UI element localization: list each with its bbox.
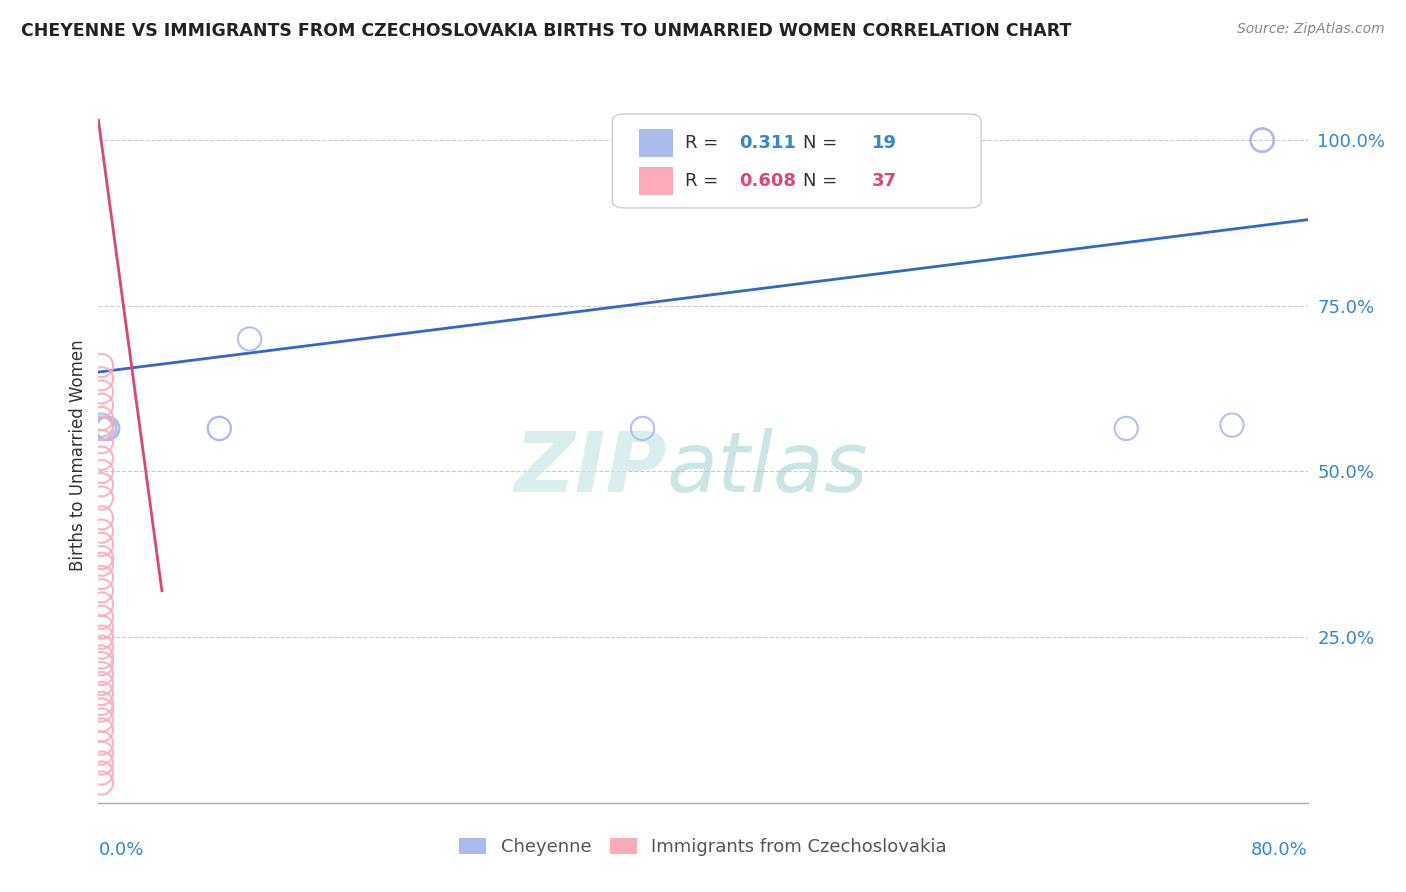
Point (90, 703, 112, 717)
Point (90, 384, 112, 399)
Text: N =: N = (803, 135, 844, 153)
FancyBboxPatch shape (638, 129, 672, 157)
Point (96, 421, 118, 435)
Point (1115, 421, 1137, 435)
Text: ZIP: ZIP (515, 428, 666, 509)
Point (208, 421, 231, 435)
Point (90, 465, 112, 479)
Point (1251, 133, 1274, 147)
Point (90, 491, 112, 505)
Point (90, 583, 112, 598)
Text: R =: R = (685, 135, 724, 153)
Point (96, 421, 118, 435)
Point (90, 421, 112, 435)
Text: 0.311: 0.311 (740, 135, 796, 153)
Point (239, 332, 262, 346)
Point (90, 756, 112, 770)
Text: atlas: atlas (666, 428, 869, 509)
Point (90, 411, 112, 425)
Point (90, 434, 112, 449)
Point (90, 610, 112, 624)
Text: R =: R = (685, 172, 724, 190)
Text: CHEYENNE VS IMMIGRANTS FROM CZECHOSLOVAKIA BIRTHS TO UNMARRIED WOMEN CORRELATION: CHEYENNE VS IMMIGRANTS FROM CZECHOSLOVAK… (21, 22, 1071, 40)
FancyBboxPatch shape (638, 167, 672, 194)
Point (90, 686, 112, 700)
Y-axis label: Births to Unmarried Women: Births to Unmarried Women (69, 339, 87, 571)
Text: Source: ZipAtlas.com: Source: ZipAtlas.com (1237, 22, 1385, 37)
Point (1251, 133, 1274, 147)
Point (90, 421, 112, 435)
Point (90, 372, 112, 386)
Point (90, 597, 112, 611)
Point (90, 418, 112, 433)
Point (208, 421, 231, 435)
Point (90, 451, 112, 466)
Point (1251, 133, 1274, 147)
Text: 0.0%: 0.0% (98, 841, 143, 859)
Point (90, 511, 112, 525)
Point (90, 666, 112, 681)
Point (90, 477, 112, 491)
Text: 0.608: 0.608 (740, 172, 796, 190)
Point (90, 723, 112, 737)
Point (90, 736, 112, 750)
Point (90, 776, 112, 790)
Text: 37: 37 (872, 172, 897, 190)
Legend: Cheyenne, Immigrants from Czechoslovakia: Cheyenne, Immigrants from Czechoslovakia (453, 830, 953, 863)
Point (96, 421, 118, 435)
Text: N =: N = (803, 172, 844, 190)
Point (90, 537, 112, 551)
Point (90, 766, 112, 780)
FancyBboxPatch shape (612, 114, 981, 208)
Point (90, 697, 112, 711)
Point (90, 421, 112, 435)
Point (90, 550, 112, 565)
Point (90, 746, 112, 760)
Point (631, 421, 654, 435)
Text: 19: 19 (872, 135, 897, 153)
Point (1220, 418, 1243, 433)
Text: 80.0%: 80.0% (1251, 841, 1308, 859)
Point (93, 421, 115, 435)
Point (90, 359, 112, 373)
Point (90, 676, 112, 690)
Point (90, 713, 112, 727)
Point (93, 421, 115, 435)
Point (96, 421, 118, 435)
Point (1251, 133, 1274, 147)
Point (90, 630, 112, 644)
Point (90, 650, 112, 665)
Point (90, 657, 112, 671)
Point (90, 570, 112, 584)
Point (90, 398, 112, 412)
Point (90, 640, 112, 654)
Point (90, 558, 112, 572)
Point (90, 620, 112, 634)
Point (90, 524, 112, 538)
